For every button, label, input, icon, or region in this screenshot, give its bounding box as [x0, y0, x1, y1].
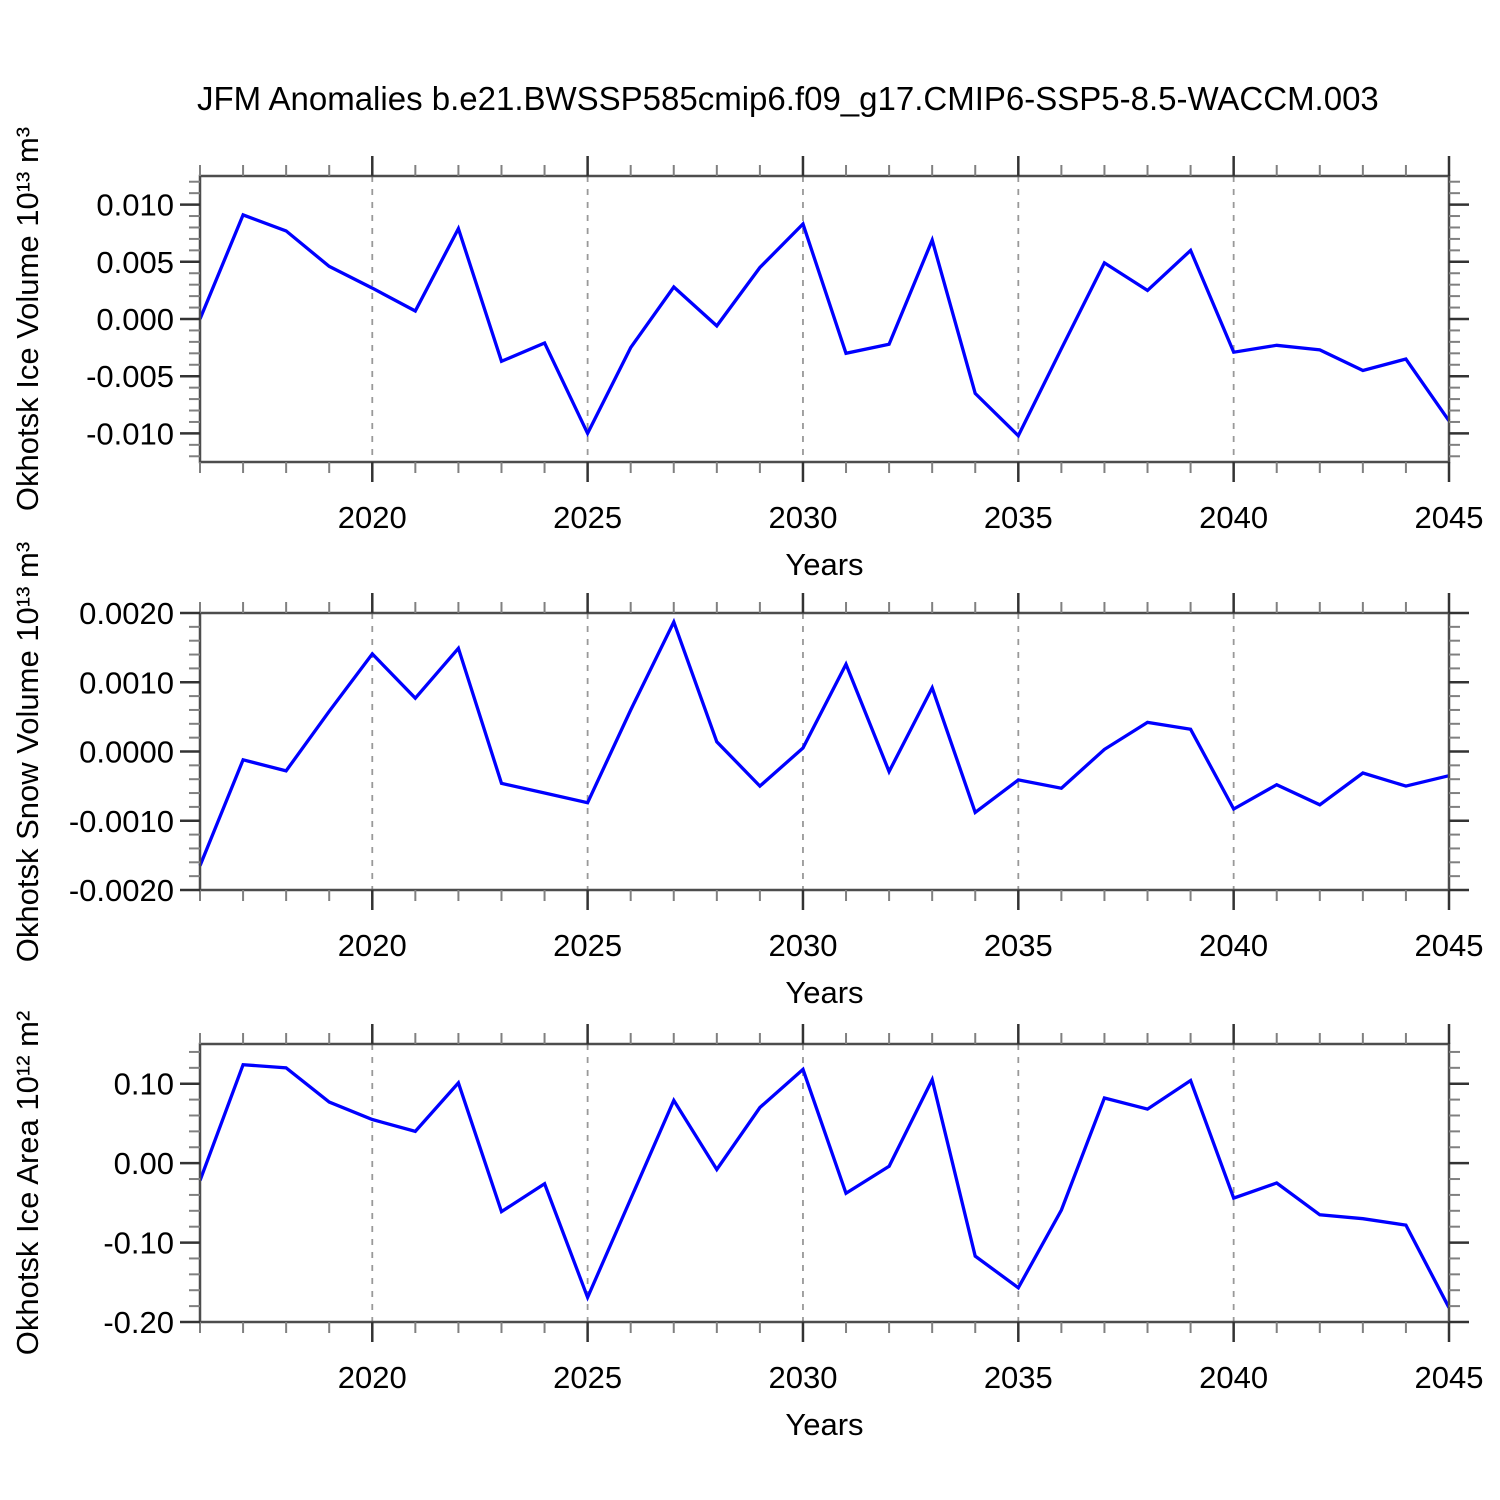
- y-tick-label: -0.005: [86, 359, 174, 394]
- y-tick-label: -0.20: [103, 1305, 174, 1340]
- panel-okhotsk-snow-volume: 2020 2025 2030 2035 2040 2045 Years 0.0020 0.001…: [69, 593, 1484, 1010]
- x-tick-label: 2025: [553, 928, 622, 963]
- x-tick-label: 2040: [1199, 1360, 1268, 1395]
- x-tick-label: 2045: [1415, 1360, 1484, 1395]
- panel-okhotsk-ice-area: 2020 2025 2030 2035 2040 2045 Years 0.10 0.00 -0.…: [103, 1024, 1483, 1442]
- y-tick-label: -0.010: [86, 416, 174, 451]
- y-tick-label: -0.10: [103, 1226, 174, 1261]
- x-tick-label: 2035: [984, 1360, 1053, 1395]
- x-tick-label: 2025: [553, 1360, 622, 1395]
- x-tick-label: 2020: [338, 928, 407, 963]
- y-tick-label: 0.005: [96, 245, 174, 280]
- y-tick-label: -0.0010: [69, 804, 174, 839]
- y-tick-label: 0.00: [114, 1146, 174, 1181]
- x-tick-label: 2040: [1199, 500, 1268, 535]
- x-tick-label: 2020: [338, 1360, 407, 1395]
- y-tick-label: 0.10: [114, 1067, 174, 1102]
- y-tick-label: 0.0020: [79, 596, 174, 631]
- x-tick-label: 2030: [768, 1360, 837, 1395]
- series-okhotsk-snow-volume: [198, 617, 1450, 867]
- x-tick-label: 2040: [1199, 928, 1268, 963]
- x-tick-label: 2030: [768, 928, 837, 963]
- y-axis-label-ice-volume: Okhotsk Ice Volume 10¹³ m³: [10, 126, 45, 512]
- x-axis-label: Years: [785, 1407, 863, 1442]
- x-tick-label: 2035: [984, 500, 1053, 535]
- y-tick-label: -0.0020: [69, 873, 174, 908]
- y-tick-label: 0.0000: [79, 735, 174, 770]
- series-okhotsk-ice-volume: [198, 212, 1451, 439]
- x-tick-label: 2045: [1415, 500, 1484, 535]
- x-axis-label: Years: [785, 547, 863, 582]
- y-tick-label: 0.0010: [79, 665, 174, 700]
- y-tick-label: 0.000: [96, 302, 174, 337]
- plot-frame: [198, 611, 1451, 892]
- x-tick-label: 2025: [553, 500, 622, 535]
- plot-frame: [198, 174, 1451, 464]
- y-tick-label: 0.010: [96, 188, 174, 223]
- x-tick-label: 2045: [1415, 928, 1484, 963]
- series-okhotsk-ice-area: [198, 1062, 1451, 1309]
- panel-okhotsk-ice-volume: 2020 2025 2030 2035 2040 2045 Years 0.010 0.005 0…: [86, 156, 1483, 582]
- chart-title: JFM Anomalies b.e21.BWSSP585cmip6.f09_g1…: [197, 80, 1379, 117]
- x-tick-label: 2030: [768, 500, 837, 535]
- y-axis-label-ice-area: Okhotsk Ice Area 10¹² m²: [10, 1010, 45, 1356]
- x-tick-label: 2020: [338, 500, 407, 535]
- x-axis-label: Years: [785, 975, 863, 1010]
- plot-frame: [198, 1042, 1451, 1324]
- x-tick-label: 2035: [984, 928, 1053, 963]
- y-axis-label-snow-volume: Okhotsk Snow Volume 10¹³ m³: [10, 541, 45, 963]
